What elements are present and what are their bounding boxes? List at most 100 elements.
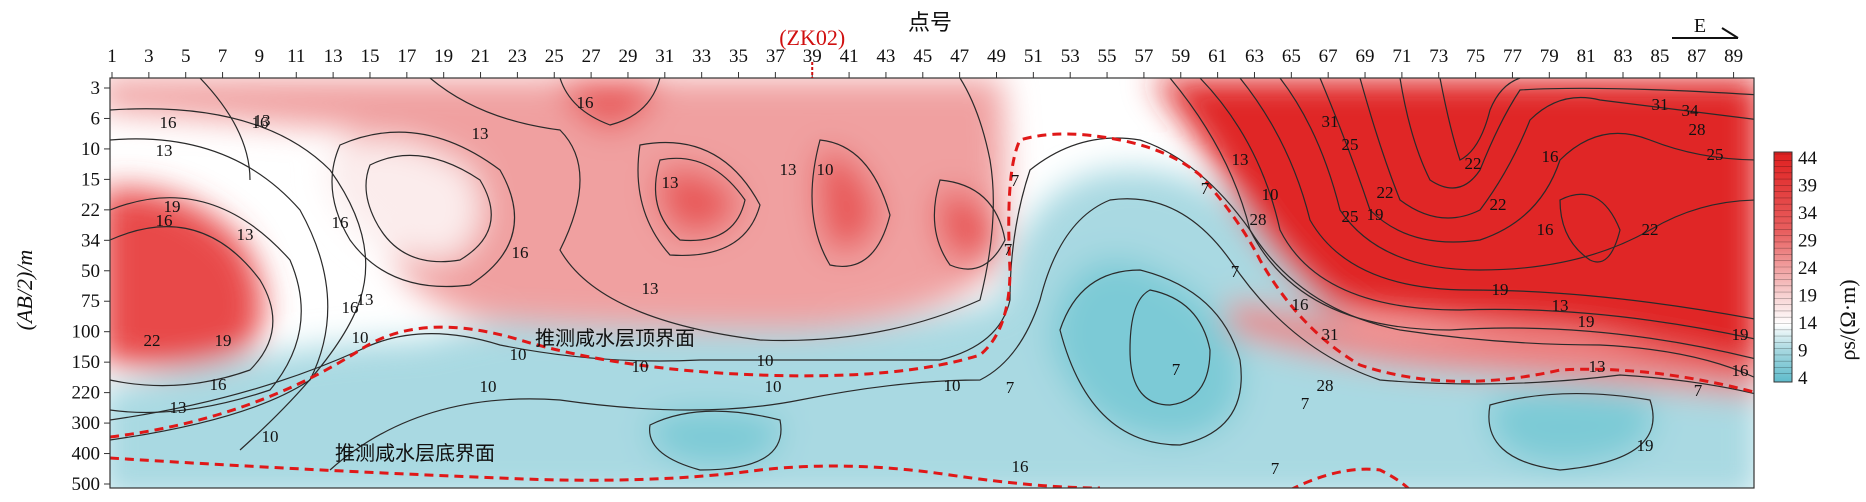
y-tick-label: 3 (91, 78, 101, 99)
contour-line-23 (1279, 78, 1754, 271)
colorbar-tick-label: 29 (1798, 231, 1817, 252)
direction-arrow: E (1672, 15, 1739, 39)
contour-line-12 (933, 179, 1006, 270)
x-tick-label: 39 (803, 46, 822, 67)
contour-label: 16 (1542, 147, 1559, 166)
contour-label: 10 (262, 427, 279, 446)
contour-line-11 (811, 139, 891, 267)
contour-line-7 (331, 131, 516, 288)
colorbar-tick-label: 34 (1798, 203, 1818, 224)
x-tick-label: 5 (181, 46, 191, 67)
field-high-blob-3 (936, 190, 1000, 260)
x-tick-label: 71 (1392, 46, 1411, 67)
contour-label: 13 (472, 124, 489, 143)
contour-label: 16 (160, 113, 177, 132)
contour-label: 13 (662, 173, 679, 192)
contour-label: 28 (1250, 210, 1267, 229)
x-tick-label: 51 (1024, 46, 1043, 67)
field-low-core (1050, 259, 1242, 440)
x-tick-label: 87 (1687, 46, 1706, 67)
x-tick-label: 31 (655, 46, 674, 67)
x-tick-label: 67 (1319, 46, 1338, 67)
x-tick-label: 41 (840, 46, 859, 67)
contour-label: 28 (1317, 376, 1334, 395)
x-tick-label: 25 (545, 46, 564, 67)
contour-label: 7 (1271, 459, 1280, 478)
contour-label: 7 (1694, 381, 1703, 400)
contour-line-17 (1129, 289, 1211, 406)
contour-label: 16 (210, 375, 227, 394)
plot-frame (109, 77, 1755, 489)
contour-label: 13 (156, 141, 173, 160)
contour-label: 19 (1492, 280, 1509, 299)
y-tick-label: 22 (81, 200, 100, 221)
x-tick-label: 85 (1650, 46, 1669, 67)
y-tick-label: 50 (81, 261, 100, 282)
x-tick-label: 37 (766, 46, 785, 67)
contour-line-2 (110, 197, 302, 414)
plot-area (110, 78, 1754, 488)
y-tick-label: 6 (91, 108, 101, 129)
x-tick-label: 19 (434, 46, 453, 67)
contour-label: 13 (1232, 150, 1249, 169)
contour-line-19 (1488, 393, 1654, 471)
x-tick-label: 57 (1134, 46, 1153, 67)
contour-line-27 (1439, 78, 1521, 161)
contour-label: 13 (170, 398, 187, 417)
x-tick-label: 21 (471, 46, 490, 67)
contour-label: 10 (817, 160, 834, 179)
field-low-core-3 (1488, 390, 1654, 465)
x-tick-label: 65 (1282, 46, 1301, 67)
contour-line-15 (329, 198, 1754, 471)
field-high-blob-2 (816, 150, 880, 252)
x-tick-label: 81 (1577, 46, 1596, 67)
contour-label: 16 (1537, 220, 1554, 239)
contour-label: 16 (512, 243, 529, 262)
x-tick-label: 45 (913, 46, 932, 67)
contour-label: 19 (1578, 312, 1595, 331)
contour-label: 22 (144, 331, 161, 350)
y-tick-label: 220 (72, 383, 101, 404)
contour-lines (110, 78, 1754, 471)
field-low-core-2 (648, 410, 781, 466)
y-axis: 3 6 10 15 22 34 50 75 100 150 220 300 400 500 (72, 78, 110, 495)
contour-label: 16 (577, 93, 594, 112)
contour-label: 13 (1589, 357, 1606, 376)
x-tick-label: 17 (397, 46, 416, 67)
contour-label: 22 (1377, 183, 1394, 202)
contour-label: 10 (757, 351, 774, 370)
direction-label: E (1694, 15, 1706, 37)
contour-label: 16 (342, 298, 359, 317)
contour-line-6 (365, 154, 492, 263)
x-tick-label: 43 (876, 46, 895, 67)
y-tick-label: 500 (72, 474, 101, 495)
field-high-west (110, 188, 263, 368)
field-mid-central (110, 78, 1005, 330)
contour-label: 7 (1006, 378, 1015, 397)
x-tick-label: 59 (1171, 46, 1190, 67)
x-tick-label: 73 (1429, 46, 1448, 67)
contour-label: 7 (1201, 179, 1210, 198)
contour-label: 7 (1172, 360, 1181, 379)
contour-label: 16 (156, 211, 173, 230)
colorbar-tick-label: 4 (1798, 368, 1808, 389)
x-tick-label: 33 (692, 46, 711, 67)
field-high-top (560, 78, 660, 130)
contour-label: 22 (1465, 154, 1482, 173)
x-axis-title: 点号 (908, 10, 952, 35)
field-high-blob-1 (657, 168, 740, 236)
contour-label: 7 (1231, 262, 1240, 281)
contour-label: 13 (254, 111, 271, 130)
bottom-boundary-label: 推测咸水层底界面 (335, 442, 495, 465)
contour-line-10 (637, 141, 761, 257)
x-tick-label: 77 (1503, 46, 1522, 67)
x-tick-label: 47 (950, 46, 969, 67)
x-tick-label: 69 (1356, 46, 1375, 67)
field-white-pocket (327, 138, 482, 260)
contour-label: 10 (944, 376, 961, 395)
contour-line-9 (654, 157, 746, 242)
colorbar-tick-label: 9 (1798, 341, 1808, 362)
contour-line-4 (110, 108, 367, 451)
contour-line-21 (1199, 78, 1754, 340)
